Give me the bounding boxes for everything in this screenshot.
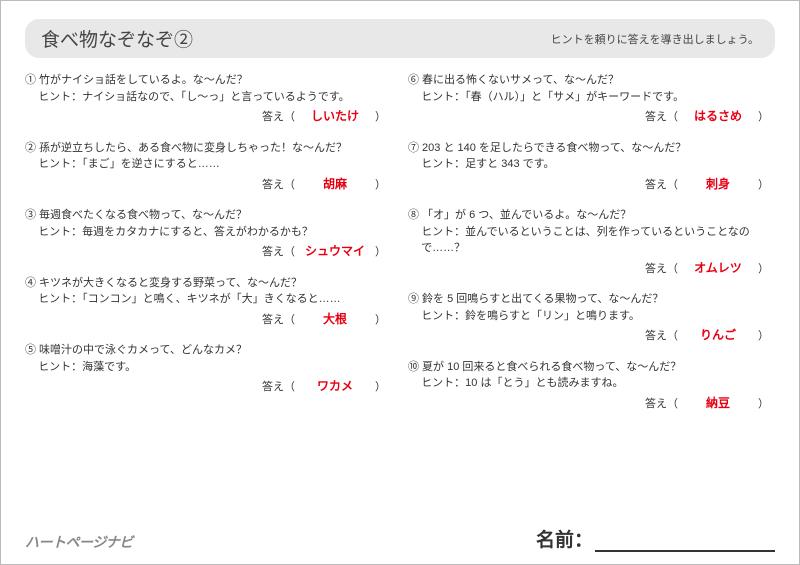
left-column: ① 竹がナイショ話をしているよ。な～んだ？ヒント：ナイショ話なので、「し～っ」と… [25, 72, 392, 426]
answer-label: 答え（ [645, 328, 678, 345]
footer: ハートページナビ 名前： [25, 525, 775, 552]
question-text: ⑥ 春に出る怖くないサメって、な～んだ？ [408, 72, 775, 89]
answer-row: 答え（りんご） [408, 326, 775, 345]
question-hint: ヒント：海藻です。 [25, 359, 392, 376]
answer-label: 答え（ [645, 109, 678, 126]
question-text: ⑦ 203 と 140 を足したらできる食べ物って、な～んだ？ [408, 140, 775, 157]
answer-value: りんご [678, 326, 758, 344]
question-text: ⑤ 味噌汁の中で泳ぐカメって、どんなカメ？ [25, 342, 392, 359]
answer-close-paren: ） [758, 261, 769, 278]
answer-value: しいたけ [295, 107, 375, 125]
answer-close-paren: ） [758, 177, 769, 194]
answer-label: 答え（ [645, 261, 678, 278]
answer-label: 答え（ [262, 244, 295, 261]
question-hint: ヒント：「コンコン」と鳴く、キツネが「大」きくなると…… [25, 291, 392, 308]
question-text: ② 孫が逆立ちしたら、ある食べ物に変身しちゃった！な～んだ？ [25, 140, 392, 157]
page-title: 食べ物なぞなぞ② [41, 25, 193, 52]
answer-close-paren: ） [758, 328, 769, 345]
question-hint: ヒント：「春（ハル）」と「サメ」がキーワードです。 [408, 89, 775, 106]
answer-value: シュウマイ [295, 242, 375, 260]
answer-label: 答え（ [262, 312, 295, 329]
question-text: ⑧ 「オ」が 6 つ、並んでいるよ。な～んだ？ [408, 207, 775, 224]
answer-value: 刺身 [678, 175, 758, 193]
question-hint: ヒント：鈴を鳴らすと「リン」と鳴ります。 [408, 308, 775, 325]
name-input-line[interactable] [595, 532, 775, 552]
question-text: ⑩ 夏が 10 回来ると食べられる食べ物って、な～んだ？ [408, 359, 775, 376]
question-block: ⑩ 夏が 10 回来ると食べられる食べ物って、な～んだ？ヒント：10 は「とう」… [408, 359, 775, 413]
answer-label: 答え（ [262, 177, 295, 194]
answer-row: 答え（ワカメ） [25, 377, 392, 396]
answer-row: 答え（大根） [25, 310, 392, 329]
question-text: ③ 毎週食べたくなる食べ物って、な～んだ？ [25, 207, 392, 224]
answer-row: 答え（はるさめ） [408, 107, 775, 126]
question-block: ⑥ 春に出る怖くないサメって、な～んだ？ヒント：「春（ハル）」と「サメ」がキーワ… [408, 72, 775, 126]
question-hint: ヒント：ナイショ話なので、「し～っ」と言っているようです。 [25, 89, 392, 106]
question-columns: ① 竹がナイショ話をしているよ。な～んだ？ヒント：ナイショ話なので、「し～っ」と… [25, 72, 775, 426]
answer-close-paren: ） [375, 177, 386, 194]
answer-label: 答え（ [262, 109, 295, 126]
question-hint: ヒント：「まご」を逆さにすると…… [25, 156, 392, 173]
answer-label: 答え（ [645, 396, 678, 413]
answer-row: 答え（しいたけ） [25, 107, 392, 126]
name-label: 名前： [536, 525, 593, 552]
question-block: ⑨ 鈴を 5 回鳴らすと出てくる果物って、な～んだ？ヒント：鈴を鳴らすと「リン」… [408, 291, 775, 345]
answer-close-paren: ） [758, 396, 769, 413]
answer-value: 胡麻 [295, 175, 375, 193]
question-block: ① 竹がナイショ話をしているよ。な～んだ？ヒント：ナイショ話なので、「し～っ」と… [25, 72, 392, 126]
answer-row: 答え（オムレツ） [408, 259, 775, 278]
answer-value: はるさめ [678, 107, 758, 125]
answer-close-paren: ） [375, 244, 386, 261]
answer-row: 答え（胡麻） [25, 175, 392, 194]
answer-row: 答え（シュウマイ） [25, 242, 392, 261]
page-subtitle: ヒントを頼りに答えを導き出しましょう。 [551, 31, 759, 47]
answer-label: 答え（ [262, 379, 295, 396]
name-field: 名前： [536, 525, 775, 552]
answer-close-paren: ） [758, 109, 769, 126]
question-block: ④ キツネが大きくなると変身する野菜って、な～んだ？ヒント：「コンコン」と鳴く、… [25, 275, 392, 329]
right-column: ⑥ 春に出る怖くないサメって、な～んだ？ヒント：「春（ハル）」と「サメ」がキーワ… [408, 72, 775, 426]
answer-value: ワカメ [295, 377, 375, 395]
answer-value: 納豆 [678, 394, 758, 412]
answer-close-paren: ） [375, 312, 386, 329]
question-text: ① 竹がナイショ話をしているよ。な～んだ？ [25, 72, 392, 89]
question-block: ③ 毎週食べたくなる食べ物って、な～んだ？ヒント：毎週をカタカナにすると、答えが… [25, 207, 392, 261]
logo-text: ハートページナビ [25, 532, 133, 552]
question-block: ⑤ 味噌汁の中で泳ぐカメって、どんなカメ？ヒント：海藻です。答え（ワカメ） [25, 342, 392, 396]
answer-row: 答え（刺身） [408, 175, 775, 194]
answer-value: 大根 [295, 310, 375, 328]
question-block: ② 孫が逆立ちしたら、ある食べ物に変身しちゃった！な～んだ？ヒント：「まご」を逆… [25, 140, 392, 194]
answer-close-paren: ） [375, 379, 386, 396]
question-hint: ヒント：足すと 343 です。 [408, 156, 775, 173]
question-text: ⑨ 鈴を 5 回鳴らすと出てくる果物って、な～んだ？ [408, 291, 775, 308]
question-hint: ヒント：10 は「とう」とも読みますね。 [408, 375, 775, 392]
question-block: ⑧ 「オ」が 6 つ、並んでいるよ。な～んだ？ヒント：並んでいるということは、列… [408, 207, 775, 277]
question-hint: ヒント：毎週をカタカナにすると、答えがわかるかも？ [25, 224, 392, 241]
question-text: ④ キツネが大きくなると変身する野菜って、な～んだ？ [25, 275, 392, 292]
question-hint: ヒント：並んでいるということは、列を作っているということなので……？ [408, 224, 775, 257]
answer-label: 答え（ [645, 177, 678, 194]
answer-row: 答え（納豆） [408, 394, 775, 413]
answer-value: オムレツ [678, 259, 758, 277]
question-block: ⑦ 203 と 140 を足したらできる食べ物って、な～んだ？ヒント：足すと 3… [408, 140, 775, 194]
answer-close-paren: ） [375, 109, 386, 126]
header-bar: 食べ物なぞなぞ② ヒントを頼りに答えを導き出しましょう。 [25, 19, 775, 58]
